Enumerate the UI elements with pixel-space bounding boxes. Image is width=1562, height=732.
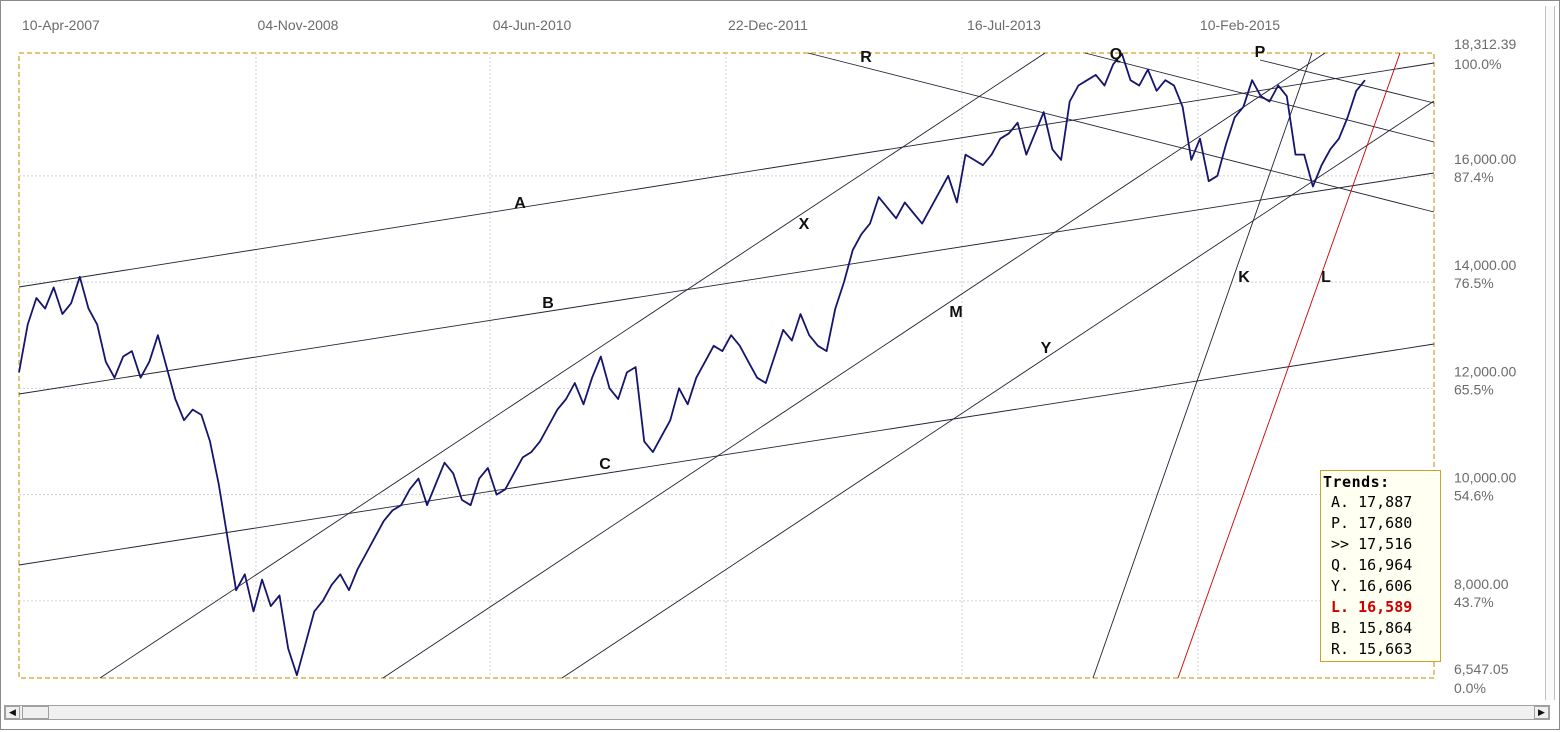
trend-line-b	[18, 172, 1435, 395]
y-price-label: 10,000.00	[1454, 470, 1516, 486]
trend-line-y	[561, 100, 1435, 679]
price-series	[18, 52, 1366, 677]
trend-label-q: Q	[1110, 46, 1122, 63]
y-price-label: 14,000.00	[1454, 257, 1516, 273]
trend-label-k: K	[1238, 269, 1250, 286]
trend-lines	[18, 52, 1435, 679]
trend-line-m	[382, 52, 1326, 679]
trend-line-k	[1092, 52, 1313, 679]
trend-row: Q. 16,964	[1331, 556, 1413, 574]
y-percent-label: 65.5%	[1454, 381, 1494, 397]
trend-line-l	[1177, 52, 1401, 679]
x-tick-label: 04-Nov-2008	[258, 17, 339, 33]
y-price-label: 6,547.05	[1454, 661, 1509, 677]
y-price-label: 12,000.00	[1454, 363, 1516, 379]
trend-row: >> 17,516	[1331, 535, 1413, 553]
price-chart: 10-Apr-2007 04-Nov-2008 04-Jun-2010 22-Dec-…	[18, 17, 1516, 696]
right-edge-strip	[1545, 6, 1555, 700]
trends-list: A. 17,887 P. 17,680 >> 17,516 Q. 16,964 Y. 1…	[1323, 492, 1440, 660]
y-percent-label: 100.0%	[1454, 56, 1501, 72]
trend-row: R. 15,663	[1331, 640, 1413, 658]
trend-label-m: M	[949, 304, 962, 321]
trend-row: B. 15,864	[1331, 619, 1413, 637]
trend-label-r: R	[860, 49, 872, 66]
trend-label-p: P	[1255, 44, 1266, 61]
y-percent-label: 87.4%	[1454, 169, 1494, 185]
trend-label-a: A	[514, 195, 526, 212]
y-axis-labels: 18,312.39 100.0% 16,000.00 87.4% 14,000.00 76…	[1454, 36, 1516, 696]
trend-label-l: L	[1321, 269, 1331, 286]
scroll-left-button[interactable]: ◀	[5, 706, 20, 719]
y-percent-label: 0.0%	[1454, 680, 1486, 696]
price-series-line	[18, 52, 1366, 677]
x-tick-label: 10-Feb-2015	[1200, 17, 1280, 33]
x-tick-label: 22-Dec-2011	[728, 17, 808, 33]
trend-line-q	[1084, 52, 1435, 143]
x-tick-label: 16-Jul-2013	[967, 17, 1041, 33]
trend-label-x: X	[799, 216, 810, 233]
trend-line-labels: A B C X M Y R Q P K L	[514, 44, 1331, 473]
y-price-label: 16,000.00	[1454, 151, 1516, 167]
trend-label-c: C	[599, 456, 611, 473]
trend-row: Y. 16,606	[1331, 577, 1413, 595]
trend-row: L. 16,589	[1331, 598, 1413, 616]
y-percent-label: 54.6%	[1454, 488, 1494, 504]
horizontal-scrollbar[interactable]: ◀ ▶	[4, 705, 1550, 720]
trend-line-r	[807, 52, 1435, 213]
trend-label-b: B	[542, 295, 554, 312]
trend-line-p	[1259, 59, 1435, 104]
trend-line-x	[99, 52, 1046, 679]
y-percent-label: 43.7%	[1454, 594, 1494, 610]
trend-line-c	[18, 343, 1435, 566]
trend-label-y: Y	[1041, 340, 1052, 357]
trend-row: P. 17,680	[1331, 514, 1413, 532]
scroll-thumb[interactable]	[22, 706, 49, 719]
x-axis-labels: 10-Apr-2007 04-Nov-2008 04-Jun-2010 22-Dec-…	[22, 17, 1280, 33]
grid-lines	[19, 53, 1434, 678]
y-price-label: 18,312.39	[1454, 36, 1516, 52]
trends-title: Trends:	[1323, 473, 1390, 491]
y-price-label: 8,000.00	[1454, 576, 1509, 592]
trends-panel: Trends: A. 17,887 P. 17,680 >> 17,516 Q. 16…	[1320, 470, 1441, 662]
y-percent-label: 76.5%	[1454, 275, 1494, 291]
trend-row: A. 17,887	[1331, 493, 1413, 511]
trend-line-a	[18, 62, 1435, 288]
x-tick-label: 10-Apr-2007	[22, 17, 100, 33]
scroll-right-button[interactable]: ▶	[1534, 706, 1549, 719]
x-tick-label: 04-Jun-2010	[493, 17, 572, 33]
